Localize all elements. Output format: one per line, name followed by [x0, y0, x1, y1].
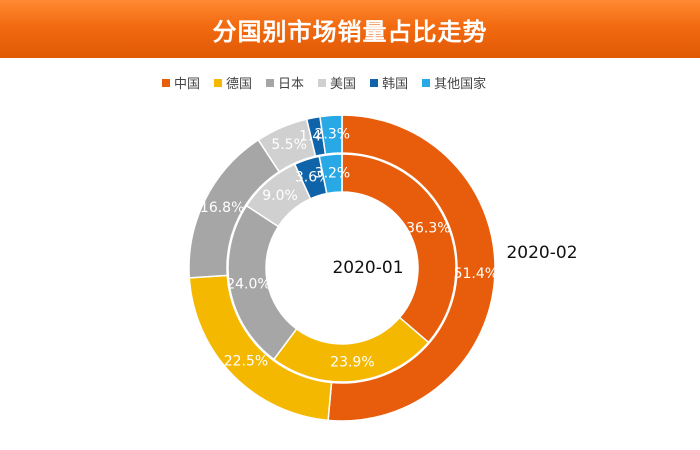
legend-item: 美国 — [318, 73, 356, 92]
legend-swatch — [318, 78, 327, 87]
legend-label: 日本 — [278, 77, 305, 92]
legend-item: 其他国家 — [422, 73, 486, 92]
legend-item: 日本 — [266, 73, 304, 92]
slice-inner-5 — [318, 153, 343, 195]
legend-label: 其他国家 — [434, 77, 487, 92]
legend-label: 德国 — [226, 77, 253, 92]
slice-outer-5 — [319, 114, 343, 156]
legend-label: 美国 — [330, 77, 357, 92]
data-label-outer-2: 16.8% — [200, 200, 244, 216]
legend-label: 中国 — [174, 77, 201, 92]
series-label-outer: 2020-02 — [506, 243, 577, 263]
series-label-inner: 2020-01 — [332, 258, 403, 278]
data-label-inner-3: 9.0% — [262, 188, 298, 204]
legend-item: 德国 — [214, 73, 252, 92]
legend-swatch — [370, 78, 379, 87]
chart-legend: 中国 德国 日本 美国 韩国 其他国家 — [162, 73, 490, 92]
chart-title: 分国别市场销量占比走势 — [212, 17, 488, 46]
legend-swatch — [266, 78, 275, 87]
data-label-inner-1: 23.9% — [330, 354, 374, 370]
data-label-outer-3: 5.5% — [271, 137, 307, 153]
slice-inner-0 — [341, 153, 457, 344]
data-label-inner-4: 3.6% — [295, 170, 331, 186]
legend-label: 韩国 — [382, 77, 409, 92]
data-label-inner-0: 36.3% — [406, 220, 450, 236]
data-label-outer-5: 2.3% — [315, 126, 351, 142]
title-banner: 分国别市场销量占比走势 — [0, 0, 700, 58]
data-label-inner-2: 24.0% — [226, 277, 270, 293]
slice-outer-0 — [327, 114, 496, 422]
legend-item: 中国 — [162, 73, 200, 92]
data-label-inner-5: 3.2% — [315, 165, 351, 181]
data-label-outer-0: 51.4% — [454, 266, 498, 282]
legend-swatch — [214, 78, 223, 87]
legend-swatch — [422, 78, 431, 87]
data-label-outer-1: 22.5% — [224, 353, 268, 369]
legend-item: 韩国 — [370, 73, 408, 92]
legend-swatch — [162, 78, 170, 87]
